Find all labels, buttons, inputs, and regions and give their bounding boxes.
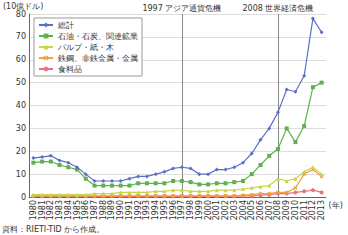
svg-text:1997 アジア通貨危機: 1997 アジア通貨危機	[142, 4, 221, 13]
svg-text:2002: 2002	[221, 200, 230, 220]
svg-text:2008: 2008	[273, 200, 282, 220]
svg-text:70: 70	[16, 32, 26, 41]
svg-text:パルプ・紙・木: パルプ・紙・木	[57, 43, 114, 52]
svg-text:2006: 2006	[256, 200, 265, 220]
svg-text:1992: 1992	[134, 200, 143, 220]
svg-text:2010: 2010	[291, 200, 300, 220]
svg-text:1983: 1983	[55, 200, 64, 220]
svg-text:1996: 1996	[169, 200, 178, 220]
svg-text:2004: 2004	[239, 200, 248, 220]
svg-text:30: 30	[16, 124, 26, 133]
svg-text:1988: 1988	[99, 200, 108, 220]
svg-text:1987: 1987	[90, 200, 99, 220]
svg-text:1989: 1989	[107, 200, 116, 220]
svg-text:1980: 1980	[29, 200, 38, 220]
svg-text:1991: 1991	[125, 200, 134, 220]
svg-text:20: 20	[16, 147, 26, 156]
svg-text:2001: 2001	[212, 200, 221, 220]
svg-text:1981: 1981	[38, 200, 47, 220]
svg-text:50: 50	[16, 78, 26, 87]
svg-text:(年): (年)	[329, 201, 343, 210]
svg-text:0: 0	[21, 193, 26, 202]
svg-text:2008 世界経済危機: 2008 世界経済危機	[243, 4, 314, 13]
svg-text:石油・石炭、関連鉱業: 石油・石炭、関連鉱業	[58, 32, 138, 41]
svg-text:1990: 1990	[116, 200, 125, 220]
svg-text:2000: 2000	[204, 200, 213, 220]
svg-text:1999: 1999	[195, 200, 204, 220]
svg-text:1998: 1998	[186, 200, 195, 220]
svg-text:2003: 2003	[230, 200, 239, 220]
svg-text:60: 60	[16, 55, 26, 64]
svg-text:2009: 2009	[282, 200, 291, 220]
svg-text:1986: 1986	[81, 200, 90, 220]
svg-text:2011: 2011	[300, 200, 309, 220]
svg-text:2007: 2007	[265, 200, 274, 220]
svg-text:1984: 1984	[64, 200, 73, 220]
svg-text:1993: 1993	[142, 200, 151, 220]
svg-text:1994: 1994	[151, 200, 160, 220]
svg-text:(10億ドル): (10億ドル)	[3, 1, 44, 11]
svg-text:10: 10	[16, 170, 26, 179]
svg-text:40: 40	[16, 101, 26, 110]
svg-text:1995: 1995	[160, 200, 169, 220]
svg-text:2012: 2012	[308, 200, 317, 220]
svg-text:80: 80	[16, 10, 26, 19]
svg-text:1997: 1997	[177, 200, 186, 220]
svg-text:食料品: 食料品	[58, 65, 82, 74]
svg-text:鉄鋼、非鉄金属・金属: 鉄鋼、非鉄金属・金属	[58, 54, 138, 63]
svg-text:資料：RIETI-TID から作成。: 資料：RIETI-TID から作成。	[2, 225, 104, 234]
svg-text:1982: 1982	[46, 200, 55, 220]
svg-text:1985: 1985	[73, 200, 82, 220]
svg-text:2005: 2005	[247, 200, 256, 220]
svg-text:総計: 総計	[57, 21, 74, 30]
svg-text:2013: 2013	[317, 200, 326, 220]
